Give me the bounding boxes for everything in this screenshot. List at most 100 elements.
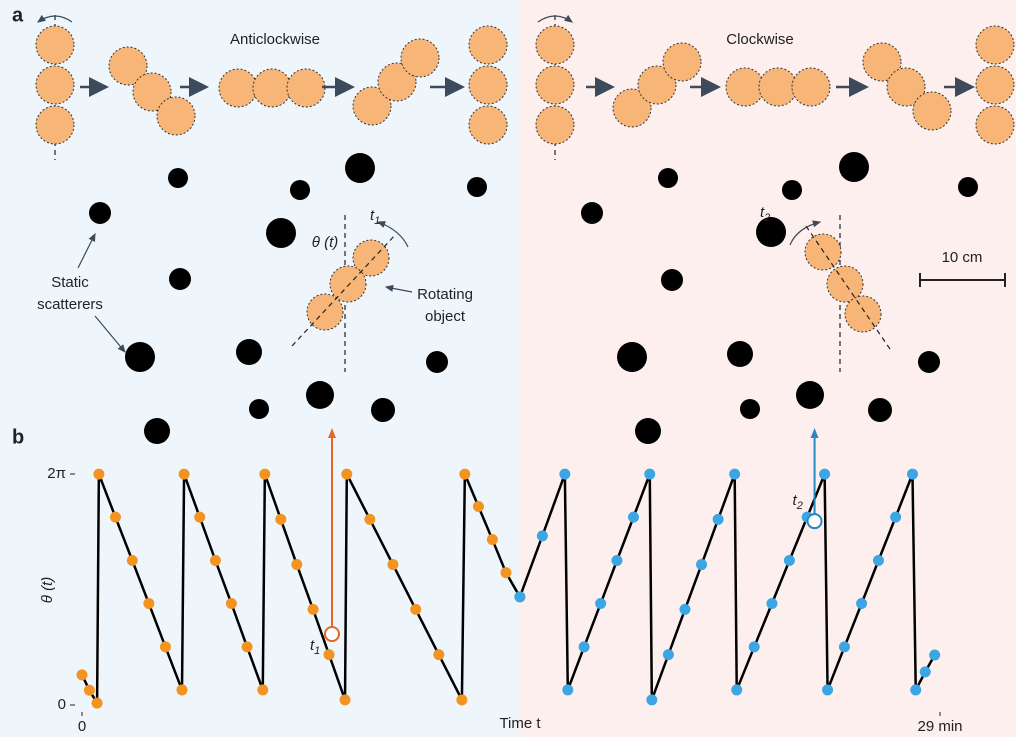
subscript: 1 xyxy=(314,645,320,657)
disk xyxy=(469,66,507,104)
disk xyxy=(469,26,507,64)
x-tick-label: 29 min xyxy=(917,718,962,735)
data-point xyxy=(784,555,795,566)
disk xyxy=(976,106,1014,144)
data-point xyxy=(562,684,573,695)
data-point xyxy=(729,469,740,480)
data-point xyxy=(410,604,421,615)
data-point xyxy=(663,649,674,660)
scatterer xyxy=(144,418,170,444)
disk xyxy=(663,43,701,81)
scatterer xyxy=(756,217,786,247)
x-tick-label: 0 xyxy=(78,718,86,735)
disk xyxy=(759,68,797,106)
scatterer xyxy=(581,202,603,224)
data-point xyxy=(456,694,467,705)
scatterer xyxy=(290,180,310,200)
scatterer xyxy=(918,351,940,373)
data-point xyxy=(822,684,833,695)
data-point xyxy=(308,604,319,615)
data-point xyxy=(890,512,901,523)
scatterer xyxy=(249,399,269,419)
y-tick-label: 0 xyxy=(58,696,66,713)
data-point xyxy=(226,598,237,609)
data-point xyxy=(324,649,335,660)
disk xyxy=(36,26,74,64)
time-marker xyxy=(808,514,822,528)
data-point xyxy=(595,598,606,609)
panel-label: a xyxy=(12,4,24,26)
disk xyxy=(536,106,574,144)
scatterer xyxy=(266,218,296,248)
data-point xyxy=(257,684,268,695)
scatterer xyxy=(426,351,448,373)
disk xyxy=(401,39,439,77)
data-point xyxy=(291,559,302,570)
data-point xyxy=(713,514,724,525)
scatterer xyxy=(89,202,111,224)
disk xyxy=(805,234,841,270)
data-point xyxy=(275,514,286,525)
data-point xyxy=(340,694,351,705)
data-point xyxy=(143,598,154,609)
data-point xyxy=(749,641,760,652)
data-point xyxy=(559,469,570,480)
scatterer xyxy=(168,168,188,188)
scatterer xyxy=(617,342,647,372)
data-point xyxy=(679,604,690,615)
right-title: Clockwise xyxy=(726,31,794,48)
disk xyxy=(976,26,1014,64)
disk xyxy=(36,66,74,104)
scatterer xyxy=(236,339,262,365)
data-point xyxy=(839,641,850,652)
data-point xyxy=(611,555,622,566)
scatterer xyxy=(306,381,334,409)
data-point xyxy=(646,694,657,705)
data-point xyxy=(210,555,221,566)
scatterers-label: scatterers xyxy=(37,296,103,313)
disk xyxy=(536,26,574,64)
disk xyxy=(792,68,830,106)
data-point xyxy=(731,684,742,695)
figure: a Anticlockwise Clockwise xyxy=(0,0,1016,737)
scatterer xyxy=(958,177,978,197)
data-point xyxy=(177,684,188,695)
disk xyxy=(827,266,863,302)
scatterer xyxy=(467,177,487,197)
data-point xyxy=(537,530,548,541)
data-point xyxy=(487,534,498,545)
scatterer xyxy=(868,398,892,422)
data-point xyxy=(473,501,484,512)
data-point xyxy=(856,598,867,609)
data-point xyxy=(341,469,352,480)
scatterer xyxy=(727,341,753,367)
data-point xyxy=(819,469,830,480)
data-point xyxy=(93,469,104,480)
data-point xyxy=(110,512,121,523)
scatterers-label: Static xyxy=(51,274,89,291)
disk xyxy=(36,106,74,144)
data-point xyxy=(387,559,398,570)
data-point xyxy=(433,649,444,660)
x-axis-label: Time t xyxy=(499,715,541,732)
scatterer xyxy=(839,152,869,182)
subscript: 1 xyxy=(374,215,380,227)
data-point xyxy=(242,641,253,652)
data-point xyxy=(194,512,205,523)
data-point xyxy=(628,512,639,523)
data-point xyxy=(920,666,931,677)
left-title: Anticlockwise xyxy=(230,31,320,48)
disk xyxy=(253,69,291,107)
data-point xyxy=(766,598,777,609)
data-point xyxy=(907,469,918,480)
data-point xyxy=(160,641,171,652)
data-point xyxy=(514,591,525,602)
data-point xyxy=(579,641,590,652)
scatterer xyxy=(796,381,824,409)
data-point xyxy=(364,514,375,525)
subscript: 2 xyxy=(763,212,770,224)
object-label: Rotating xyxy=(417,286,473,303)
subscript: 2 xyxy=(796,500,803,512)
data-point xyxy=(459,469,470,480)
data-point xyxy=(696,559,707,570)
